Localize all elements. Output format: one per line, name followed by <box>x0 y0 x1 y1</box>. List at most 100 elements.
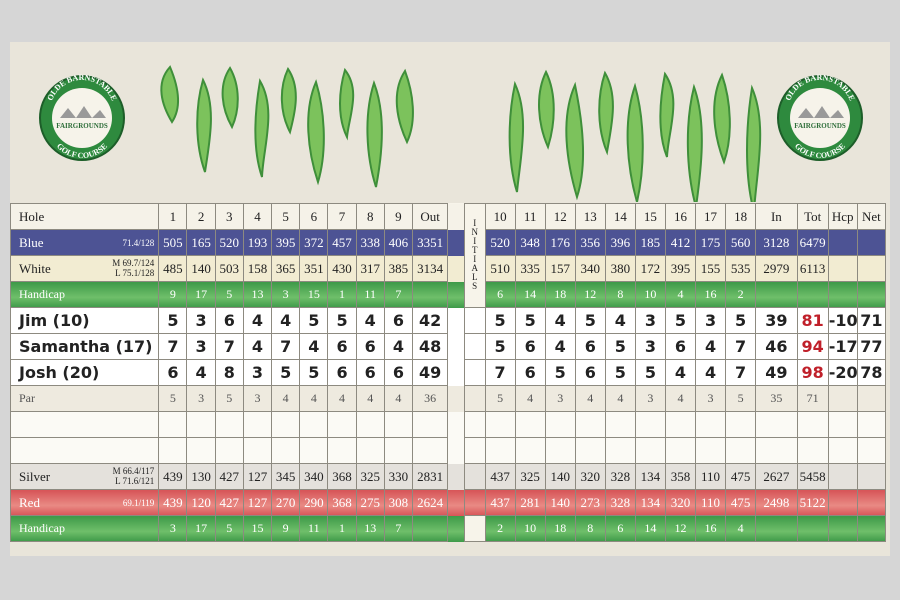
score-cell <box>856 515 887 542</box>
logo: OLDE BARNSTABLE FAIRGROUNDS GOLF COURSE <box>39 73 125 161</box>
score-cell: 49 <box>755 359 798 386</box>
blank-cell <box>9 411 160 438</box>
score-cell: 520 <box>484 229 516 256</box>
course-rating: 69.1/119 <box>123 498 154 508</box>
score-cell: 5 <box>664 307 697 334</box>
score-cell: 535 <box>725 255 757 282</box>
score-cell: In <box>755 203 798 230</box>
blank-cell <box>214 437 244 464</box>
score-cell: 437 <box>484 463 516 490</box>
score-cell: 340 <box>299 463 329 490</box>
row-label-text: Par <box>19 391 35 405</box>
score-cell: 7 <box>725 333 757 360</box>
logo-middle: FAIRGROUNDS <box>56 122 108 130</box>
row-label: Silver M 66.4/117 L 71.6/121 <box>9 463 160 490</box>
score-cell: 7 <box>214 333 244 360</box>
score-cell: 10 <box>484 203 516 230</box>
blank-cell <box>694 411 727 438</box>
score-cell: 165 <box>186 229 216 256</box>
score-cell: 475 <box>725 463 757 490</box>
hole-illustration <box>221 66 239 130</box>
score-cell: 4 <box>604 307 636 334</box>
row-label: Josh (20) <box>9 359 160 386</box>
score-cell: 94 <box>796 333 829 360</box>
score-cell: 3 <box>186 307 216 334</box>
score-cell: 325 <box>514 463 546 490</box>
score-cell: 6 <box>574 359 606 386</box>
score-row: Blue 71.4/128 505 165 520 193 395 372 457 338 406 3… <box>9 229 887 256</box>
blank-cell <box>411 411 449 438</box>
score-cell: 4 <box>664 359 697 386</box>
course-rating: M 66.4/117 L 71.6/121 <box>113 466 155 486</box>
score-cell: 4 <box>355 307 385 334</box>
score-cell: 15 <box>299 281 329 308</box>
score-cell: 5122 <box>796 489 829 516</box>
score-row: Silver M 66.4/117 L 71.6/121 439 130 427 127 34… <box>9 463 887 490</box>
blank-cell <box>383 411 413 438</box>
blank-cell <box>544 411 576 438</box>
score-cell: 358 <box>664 463 697 490</box>
score-row: Jim (10) 5 3 6 4 4 5 5 4 6 42 5 5 4 5 4 3 5 3 5 39 81 -10 71 <box>9 307 887 334</box>
row-label: Samantha (17) <box>9 333 160 360</box>
score-cell: 3 <box>271 281 301 308</box>
blank-cell <box>327 411 357 438</box>
logo: OLDE BARNSTABLE FAIRGROUNDS GOLF COURSE <box>777 73 863 161</box>
score-cell: Tot <box>796 203 829 230</box>
score-cell: 4 <box>242 307 273 334</box>
blank-cell <box>242 437 273 464</box>
scorecard: OLDE BARNSTABLE FAIRGROUNDS GOLF COURSE … <box>9 42 890 556</box>
score-cell: 351 <box>299 255 329 282</box>
row-label-text: Blue <box>19 234 44 250</box>
score-cell: 3 <box>242 359 273 386</box>
score-cell: 13 <box>242 281 273 308</box>
score-cell: 3 <box>694 307 727 334</box>
hole-illustration <box>366 79 383 188</box>
blank-cell <box>827 411 858 438</box>
divider <box>447 463 465 490</box>
blank-cell <box>447 411 465 438</box>
score-cell: 5 <box>604 333 636 360</box>
blank-row <box>9 437 887 464</box>
initials-cell <box>463 307 486 334</box>
score-cell <box>827 281 858 308</box>
score-cell: 457 <box>327 229 357 256</box>
rating-line: L 75.1/128 <box>115 268 155 278</box>
score-cell: 505 <box>158 229 188 256</box>
blank-cell <box>484 437 516 464</box>
score-cell: 134 <box>634 463 666 490</box>
score-cell: 273 <box>574 489 606 516</box>
row-label: Hole <box>9 203 160 230</box>
score-cell: 1 <box>158 203 188 230</box>
row-label-text: Silver <box>19 468 51 484</box>
score-cell: 16 <box>664 203 697 230</box>
rating-line: M 66.4/117 <box>112 466 155 476</box>
blank-cell <box>9 437 160 464</box>
initials-label: INITIALS <box>469 217 480 290</box>
score-cell: 4 <box>299 333 329 360</box>
blank-cell <box>411 437 449 464</box>
score-cell: -20 <box>827 359 858 386</box>
row-label-text: Samantha (17) <box>19 337 153 356</box>
score-cell: 6 <box>514 359 546 386</box>
score-cell: 5 <box>484 307 516 334</box>
score-cell: 5 <box>484 333 516 360</box>
blank-cell <box>796 411 829 438</box>
blank-cell <box>856 411 887 438</box>
score-cell: 338 <box>355 229 385 256</box>
score-cell: 560 <box>725 229 757 256</box>
score-cell: 328 <box>604 463 636 490</box>
score-cell: 13 <box>574 203 606 230</box>
blank-cell <box>463 437 486 464</box>
blank-cell <box>544 437 576 464</box>
score-cell: 6 <box>484 281 516 308</box>
score-cell: 4 <box>383 385 413 412</box>
blank-cell <box>574 437 606 464</box>
score-cell: -17 <box>827 333 858 360</box>
row-label-text: Jim (10) <box>19 311 90 330</box>
score-cell <box>755 515 798 542</box>
score-cell: 3128 <box>755 229 798 256</box>
hole-illustration <box>307 79 325 186</box>
score-cell: 12 <box>664 515 697 542</box>
hole-illustration <box>254 78 270 178</box>
